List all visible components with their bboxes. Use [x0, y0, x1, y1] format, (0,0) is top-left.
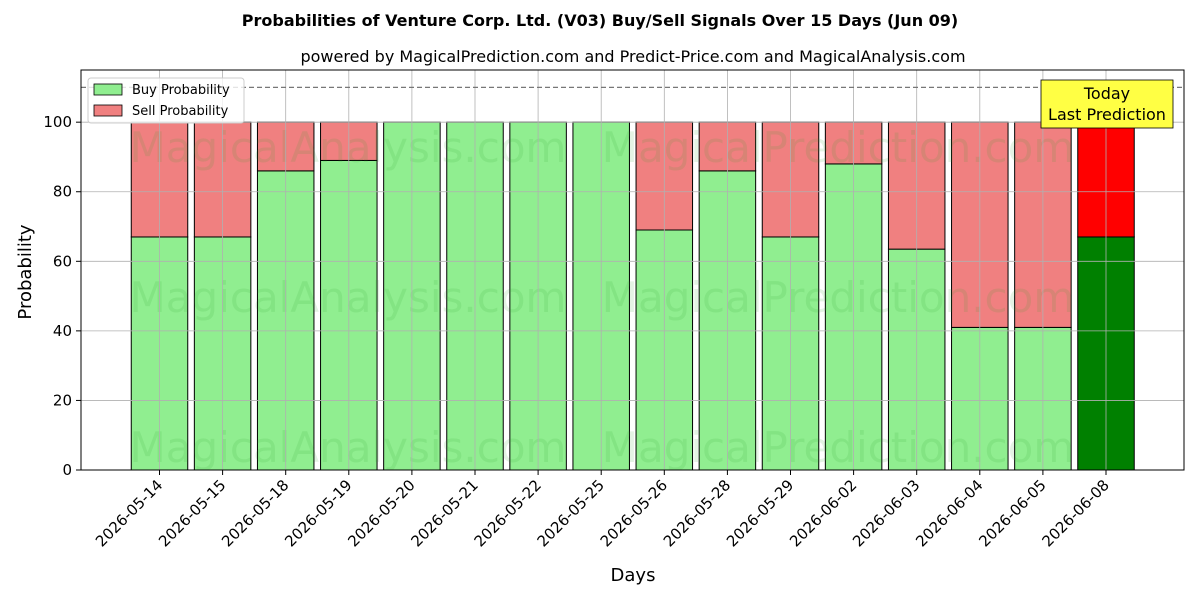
watermark-text: MagicalAnalysis.com	[130, 273, 567, 322]
watermark-text: MagicalAnalysis.com	[130, 423, 567, 472]
today-annotation: Today Last Prediction	[1040, 79, 1174, 129]
x-tick-label: 2026-05-19	[281, 476, 355, 550]
y-tick-label: 100	[43, 113, 72, 131]
y-tick-label: 60	[53, 252, 72, 270]
plot-frame	[80, 69, 1185, 471]
watermark-text: MagicalPrediction.com	[602, 123, 1075, 172]
plot-area: MagicalAnalysis.com MagicalPrediction.com…	[43, 69, 1185, 550]
x-tick-label: 2026-05-25	[534, 476, 608, 550]
legend-buy-swatch	[93, 83, 123, 96]
x-tick-label: 2026-05-14	[92, 476, 166, 550]
y-tick-label: 0	[62, 461, 72, 479]
today-annotation-line1: Today	[1083, 84, 1130, 103]
x-tick-label: 2026-05-29	[723, 476, 797, 550]
y-tick-label: 40	[53, 322, 72, 340]
x-tick-label: 2026-05-21	[407, 476, 481, 550]
x-tick-label: 2026-06-03	[849, 476, 923, 550]
legend-box	[87, 77, 245, 124]
legend: Buy Probability Sell Probability	[87, 77, 245, 124]
watermark-text: MagicalPrediction.com	[602, 423, 1075, 472]
today-annotation-line2: Last Prediction	[1048, 105, 1166, 124]
x-tick-label: 2026-05-18	[218, 476, 292, 550]
legend-sell-swatch	[93, 104, 123, 117]
legend-sell-label: Sell Probability	[132, 104, 229, 119]
x-tick-label: 2026-05-26	[597, 476, 671, 550]
x-axis-label: Days	[611, 565, 656, 586]
chart-subtitle: powered by MagicalPrediction.com and Pre…	[300, 47, 965, 66]
today-annotation-box	[1040, 79, 1174, 129]
legend-buy-label: Buy Probability	[132, 83, 230, 98]
x-tick-label: 2026-05-20	[344, 476, 418, 550]
y-tick-label: 80	[53, 183, 72, 201]
chart-title: Probabilities of Venture Corp. Ltd. (V03…	[242, 11, 958, 30]
x-tick-label: 2026-06-04	[912, 476, 986, 550]
x-tick-label: 2026-06-02	[786, 476, 860, 550]
x-tick-label: 2026-06-08	[1038, 476, 1112, 550]
y-axis-label: Probability	[15, 224, 36, 319]
x-tick-label: 2026-05-28	[660, 476, 734, 550]
x-tick-label: 2026-05-15	[155, 476, 229, 550]
y-tick-label: 20	[53, 391, 72, 409]
watermark-text: MagicalPrediction.com	[602, 273, 1075, 322]
watermark-text: MagicalAnalysis.com	[130, 123, 567, 172]
x-tick-label: 2026-06-05	[975, 476, 1049, 550]
x-tick-label: 2026-05-22	[471, 476, 545, 550]
